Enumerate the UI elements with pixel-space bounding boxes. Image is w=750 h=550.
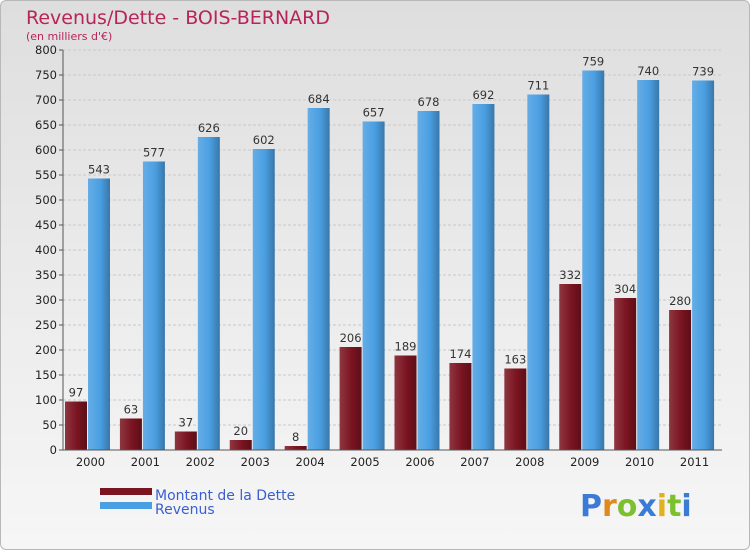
y-tick-label: 750 [35,68,57,82]
legend-label-dette: Montant de la Dette [155,488,295,504]
bar-dette-2004 [284,446,307,450]
bar-revenus-2005 [362,121,385,450]
bar-revenus-2007 [472,104,495,450]
value-label-revenus-2010: 740 [637,64,659,78]
value-label-dette-2001: 63 [124,403,139,417]
value-label-revenus-2006: 678 [418,95,440,109]
value-label-revenus-2007: 692 [472,88,494,102]
legend-swatch-dette [100,488,152,495]
value-label-dette-2010: 304 [614,282,636,296]
bar-revenus-2010 [637,80,660,450]
y-tick-label: 50 [42,418,57,432]
value-label-revenus-2002: 626 [198,121,220,135]
y-tick-label: 350 [35,268,57,282]
value-label-dette-2007: 174 [449,347,471,361]
x-tick-label-2004: 2004 [295,455,324,469]
value-label-revenus-2003: 602 [253,133,275,147]
y-tick-label: 150 [35,368,57,382]
bar-revenus-2008 [527,94,550,450]
x-tick-label-2008: 2008 [515,455,544,469]
bar-dette-2011 [669,310,692,450]
legend: Montant de la Dette Revenus [100,488,295,518]
bar-dette-2008 [504,368,527,450]
logo-letter: o [617,489,638,524]
x-tick-label-2006: 2006 [405,455,434,469]
x-tick-label-2000: 2000 [76,455,105,469]
y-tick-label: 300 [35,293,57,307]
value-label-revenus-2008: 711 [527,79,549,93]
logo-letter: x [637,489,656,524]
x-tick-label-2001: 2001 [131,455,160,469]
y-tick-label: 400 [35,243,57,257]
y-tick-label: 800 [35,43,57,57]
x-tick-label-2007: 2007 [460,455,489,469]
y-tick-label: 100 [35,393,57,407]
value-label-dette-2011: 280 [669,294,691,308]
value-label-revenus-2000: 543 [88,163,110,177]
bar-dette-2001 [119,418,142,450]
value-label-dette-2004: 8 [292,430,299,444]
bar-revenus-2004 [307,108,330,450]
x-tick-label-2003: 2003 [241,455,270,469]
logo-letter: r [602,489,617,524]
bar-dette-2005 [339,347,362,450]
logo-letter: i [657,489,667,524]
bar-dette-2010 [614,298,637,450]
x-tick-label-2011: 2011 [680,455,709,469]
x-tick-label-2002: 2002 [186,455,215,469]
value-label-dette-2006: 189 [395,340,417,354]
bar-revenus-2009 [582,70,605,450]
value-label-dette-2008: 163 [504,353,526,367]
value-label-revenus-2004: 684 [308,92,330,106]
y-tick-label: 500 [35,193,57,207]
value-label-dette-2009: 332 [559,268,581,282]
y-tick-label: 600 [35,143,57,157]
bar-dette-2000 [65,401,87,450]
x-tick-label-2010: 2010 [625,455,654,469]
legend-swatch-revenus [100,502,152,509]
bar-dette-2007 [449,363,472,450]
bar-dette-2009 [559,284,582,450]
axes: 0 50 100 150 200 250 300 350 400 450 500 550 600 650 7… [35,43,722,469]
value-label-revenus-2001: 577 [143,146,165,160]
y-tick-label: 650 [35,118,57,132]
bar-dette-2003 [229,440,252,450]
logo-letter: P [580,489,602,524]
logo-letter: t [667,489,681,524]
value-label-dette-2003: 20 [233,424,248,438]
legend-label-revenus: Revenus [155,502,215,518]
value-label-revenus-2009: 759 [582,55,604,69]
value-label-dette-2002: 37 [179,416,194,430]
x-tick-label-2009: 2009 [570,455,599,469]
bar-revenus-2000 [88,178,110,450]
x-tick-label-2005: 2005 [350,455,379,469]
bar-revenus-2001 [142,161,165,450]
bar-dette-2006 [394,355,417,450]
bar-revenus-2006 [417,111,440,450]
logo-letter: i [681,489,691,524]
y-tick-label: 550 [35,168,57,182]
bars: 97 543 63 577 37 626 20 602 8 684 206 657 189 678 174 6… [65,55,715,450]
bar-dette-2002 [174,431,197,450]
y-tick-label: 250 [35,318,57,332]
bar-revenus-2011 [692,80,715,450]
chart-title: Revenus/Dette - BOIS-BERNARD [26,7,330,29]
value-label-dette-2000: 97 [69,386,84,400]
bar-revenus-2003 [252,149,275,450]
chart-subtitle: (en milliers d'€) [26,30,112,43]
y-tick-label: 450 [35,218,57,232]
value-label-dette-2005: 206 [340,331,362,345]
y-tick-label: 200 [35,343,57,357]
proxiti-logo: Proxiti [580,489,692,524]
bar-revenus-2002 [197,137,220,450]
value-label-revenus-2005: 657 [363,106,385,120]
y-tick-label: 700 [35,93,57,107]
value-label-revenus-2011: 739 [692,65,714,79]
y-tick-label: 0 [50,443,57,457]
